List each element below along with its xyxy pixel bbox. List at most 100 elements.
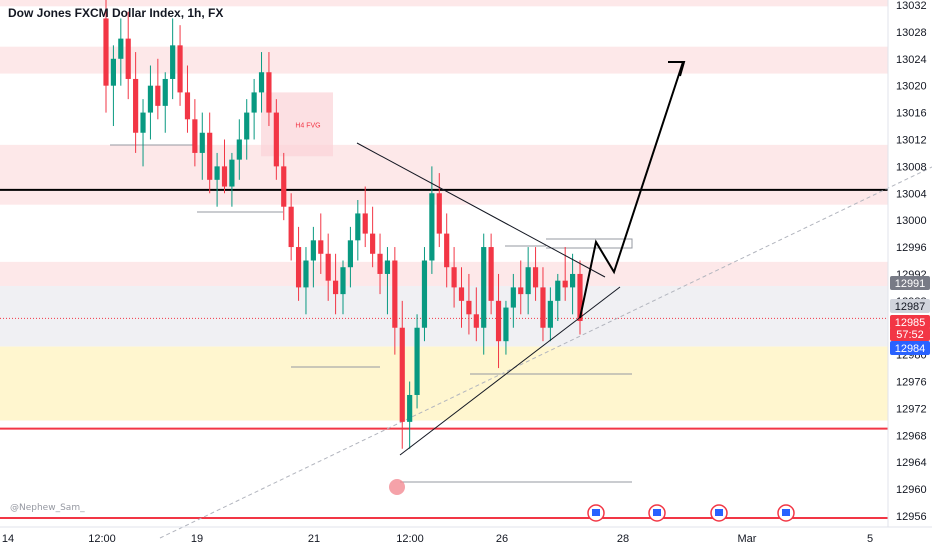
candle-body <box>170 45 176 79</box>
candle-body <box>310 240 316 261</box>
y-tick-label: 12972 <box>896 403 927 415</box>
candle-body <box>207 132 213 180</box>
low-marker-dot <box>389 479 405 495</box>
candle-body <box>221 166 228 187</box>
candle-body <box>155 85 161 106</box>
candle-body <box>110 58 116 86</box>
candle-body <box>295 247 302 288</box>
price-tag-bg <box>890 276 930 290</box>
price-tag-label: 12991 <box>895 278 926 290</box>
candle-body <box>325 253 331 281</box>
candle-body <box>436 193 442 234</box>
price-tag-label: 12987 <box>895 301 926 313</box>
candle-body <box>399 327 405 422</box>
candle-body <box>318 240 324 254</box>
price-tag-label: 12984 <box>895 343 926 355</box>
candle-body <box>355 213 361 241</box>
x-tick-label: 19 <box>191 533 203 545</box>
y-tick-label: 12996 <box>896 242 927 254</box>
price-tag-bg <box>890 315 930 329</box>
candle-body <box>562 280 568 288</box>
h4-fvg-box <box>261 92 333 157</box>
price-tag-label: 57:52 <box>896 329 924 341</box>
candle-body <box>199 132 205 153</box>
candle-body <box>488 247 494 301</box>
price-tag-bg <box>890 341 930 355</box>
x-tick-label: 28 <box>617 533 629 545</box>
y-tick-label: 12964 <box>896 457 927 469</box>
chart-title: Dow Jones FXCM Dollar Index, 1h, FX <box>8 6 224 20</box>
candle-body <box>273 112 279 167</box>
candle-body <box>555 280 561 301</box>
y-tick-label: 13008 <box>896 161 927 173</box>
candle-body <box>133 78 139 133</box>
candle-body <box>288 206 294 248</box>
candle-body <box>384 260 391 274</box>
zone-1 <box>0 46 888 74</box>
price-tag-label: 12985 <box>895 317 926 329</box>
projection-path <box>579 61 684 319</box>
y-tick-label: 12976 <box>896 377 927 389</box>
candle-body <box>392 260 398 328</box>
zone-4 <box>0 286 888 347</box>
candle-body <box>303 260 309 288</box>
event-flag-inner <box>592 509 600 516</box>
triangle-lower-line <box>399 286 621 456</box>
y-tick-label: 13028 <box>896 27 927 39</box>
price-tag-bg <box>890 299 930 313</box>
zone-5 <box>0 346 888 421</box>
x-tick-label: 12:00 <box>396 533 424 545</box>
range-box-7 <box>546 238 633 249</box>
candle-body <box>466 300 472 315</box>
candle-body <box>577 273 583 322</box>
y-tick-label: 13004 <box>896 188 927 200</box>
candle-body <box>192 119 198 153</box>
y-tick-label: 13032 <box>896 0 927 12</box>
candle-body <box>458 287 465 301</box>
candle-body <box>503 307 509 342</box>
candle-body <box>125 38 131 79</box>
candle-body <box>481 247 487 328</box>
candle-body <box>184 92 191 120</box>
candle-body <box>281 166 287 207</box>
candle-body <box>140 112 146 133</box>
candle-body <box>518 287 524 295</box>
candle-body <box>429 193 435 261</box>
candle-body <box>229 159 235 187</box>
candle-body <box>525 267 531 295</box>
author-watermark: @Nephew_Sam_ <box>10 503 85 513</box>
candle-body <box>258 72 265 93</box>
candle-body <box>473 314 479 328</box>
candle-body <box>251 92 257 113</box>
x-tick-label: 12:00 <box>88 533 116 545</box>
zone-3 <box>0 261 888 287</box>
candle-body <box>177 45 183 93</box>
candle-body <box>570 273 576 288</box>
candle-body <box>162 78 168 106</box>
x-tick-label: Mar <box>738 533 757 545</box>
candle-body <box>414 327 420 395</box>
candle-body <box>236 139 242 160</box>
event-flag-inner <box>653 509 661 516</box>
candle-body <box>532 267 539 288</box>
candle-body <box>370 233 376 254</box>
y-tick-label: 13020 <box>896 81 927 93</box>
y-tick-label: 12956 <box>896 511 927 523</box>
price-tag-bg <box>890 327 930 341</box>
candle-body <box>340 267 346 295</box>
zone-2 <box>0 144 888 205</box>
candle-body <box>377 253 383 274</box>
y-tick-label: 13012 <box>896 134 927 146</box>
candle-body <box>103 18 109 86</box>
x-tick-label: 21 <box>308 533 320 545</box>
zone-0 <box>0 0 888 7</box>
trend-dashed-line <box>159 166 932 539</box>
h4-fvg-label: H4 FVG <box>295 122 320 129</box>
y-tick-label: 13016 <box>896 108 927 120</box>
candle-body <box>244 112 250 140</box>
event-flag-inner <box>782 509 790 516</box>
x-tick-label: 14 <box>2 533 14 545</box>
event-flag-inner <box>715 509 723 516</box>
candle-body <box>451 267 457 288</box>
